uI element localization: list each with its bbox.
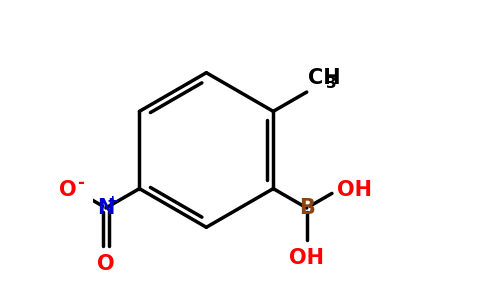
Text: OH: OH xyxy=(289,248,324,268)
Text: N: N xyxy=(97,198,115,218)
Text: O: O xyxy=(59,180,76,200)
Text: CH: CH xyxy=(308,68,341,88)
Text: B: B xyxy=(299,198,315,218)
Text: OH: OH xyxy=(336,180,372,200)
Text: 3: 3 xyxy=(326,76,337,91)
Text: -: - xyxy=(77,174,84,192)
Text: +: + xyxy=(106,194,118,208)
Text: O: O xyxy=(97,254,115,274)
